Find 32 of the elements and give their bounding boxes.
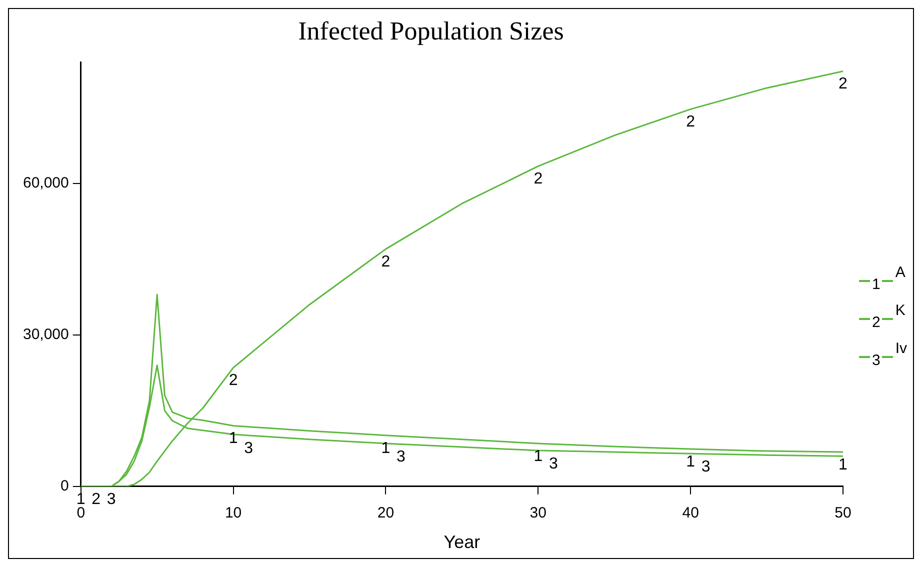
x-tick-label: 20 <box>377 504 394 522</box>
annotation: 1 <box>686 453 696 470</box>
annotation: 2 <box>228 372 238 390</box>
annotation: 2 <box>92 490 101 508</box>
annotation: 2 <box>686 114 696 131</box>
x-tick-label: 10 <box>224 504 242 522</box>
annotation: 1 <box>381 440 390 457</box>
annotation: 3 <box>106 490 116 508</box>
annotation: 1 <box>228 430 238 448</box>
y-tick-label: 60,000 <box>22 174 69 192</box>
annotation: 2 <box>838 76 848 93</box>
x-axis-title: Year <box>444 532 480 552</box>
annotation: 2 <box>534 170 543 188</box>
chart-title: Infected Population Sizes <box>298 16 564 46</box>
y-tick-label: 0 <box>60 478 69 495</box>
text: 1 <box>872 276 880 293</box>
y-tick-label: 30,000 <box>22 326 69 344</box>
annotation: 3 <box>244 440 254 457</box>
legend-label: A <box>895 264 906 281</box>
annotation: 2 <box>381 253 390 270</box>
annotation: 1 <box>534 448 543 465</box>
annotation: 3 <box>701 458 710 476</box>
legend-label: K <box>895 302 906 319</box>
x-tick-label: 30 <box>530 504 546 522</box>
text: 3 <box>872 352 880 369</box>
annotation: 3 <box>396 448 406 466</box>
legend-label: Iv <box>895 340 907 357</box>
text: 2 <box>872 314 880 331</box>
annotation: 3 <box>548 455 558 472</box>
x-tick-label: 50 <box>834 504 852 522</box>
x-tick-label: 40 <box>682 504 699 522</box>
annotation: 1 <box>838 456 848 474</box>
